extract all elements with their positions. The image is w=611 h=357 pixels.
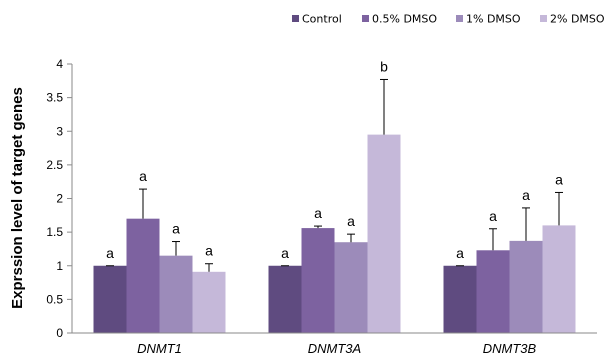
bar [443, 265, 477, 333]
bar [268, 265, 302, 333]
bar [476, 250, 510, 333]
significance-label: a [106, 245, 114, 261]
bar [159, 255, 193, 333]
bar [509, 240, 543, 333]
y-tick-label: 0 [56, 326, 63, 340]
significance-label: a [489, 208, 497, 224]
legend-label: Control [302, 13, 342, 26]
y-axis-label: Exprssion level of target genes [9, 87, 26, 309]
y-tick-label: 1 [56, 259, 63, 273]
bar [301, 228, 335, 333]
y-axis: 0 0.5 1 1.5 2 2.5 3 3.5 4 [46, 57, 73, 340]
significance-label: a [314, 205, 322, 221]
x-axis: DNMT1 DNMT3A DNMT3B [72, 332, 597, 356]
y-tick-label: 2.5 [46, 158, 63, 172]
significance-label: a [522, 187, 530, 203]
legend-label: 1% DMSO [466, 13, 521, 26]
bar [126, 218, 160, 333]
y-tick-label: 3 [56, 124, 63, 138]
x-tick-label: DNMT1 [137, 341, 182, 356]
legend-swatch [292, 15, 299, 22]
legend-label: 0.5% DMSO [372, 13, 437, 26]
significance-label: b [380, 58, 388, 74]
bar [93, 265, 127, 333]
legend-swatch [540, 15, 547, 22]
y-tick-label: 0.5 [46, 292, 63, 306]
significance-label: a [172, 221, 180, 237]
significance-labels: a a a a a a a b a a a a [106, 58, 563, 260]
bars [93, 134, 576, 333]
y-tick-label: 2 [56, 192, 63, 206]
legend-label: 2% DMSO [550, 13, 605, 26]
significance-label: a [456, 245, 464, 261]
y-tick-label: 1.5 [46, 225, 63, 239]
significance-label: a [139, 168, 147, 184]
significance-label: a [205, 243, 213, 259]
significance-label: a [347, 213, 355, 229]
y-tick-label: 4 [56, 57, 63, 71]
legend: Control 0.5% DMSO 1% DMSO 2% DMSO [292, 13, 605, 26]
bar [542, 225, 576, 333]
legend-swatch [362, 15, 369, 22]
bar [192, 271, 226, 333]
x-tick-label: DNMT3B [483, 341, 537, 356]
significance-label: a [555, 171, 563, 187]
x-tick-label: DNMT3A [308, 341, 361, 356]
bar [334, 242, 368, 333]
significance-label: a [281, 245, 289, 261]
error-bars [106, 78, 563, 272]
y-tick-label: 3.5 [46, 91, 63, 105]
bar [367, 134, 401, 333]
legend-swatch [456, 15, 463, 22]
